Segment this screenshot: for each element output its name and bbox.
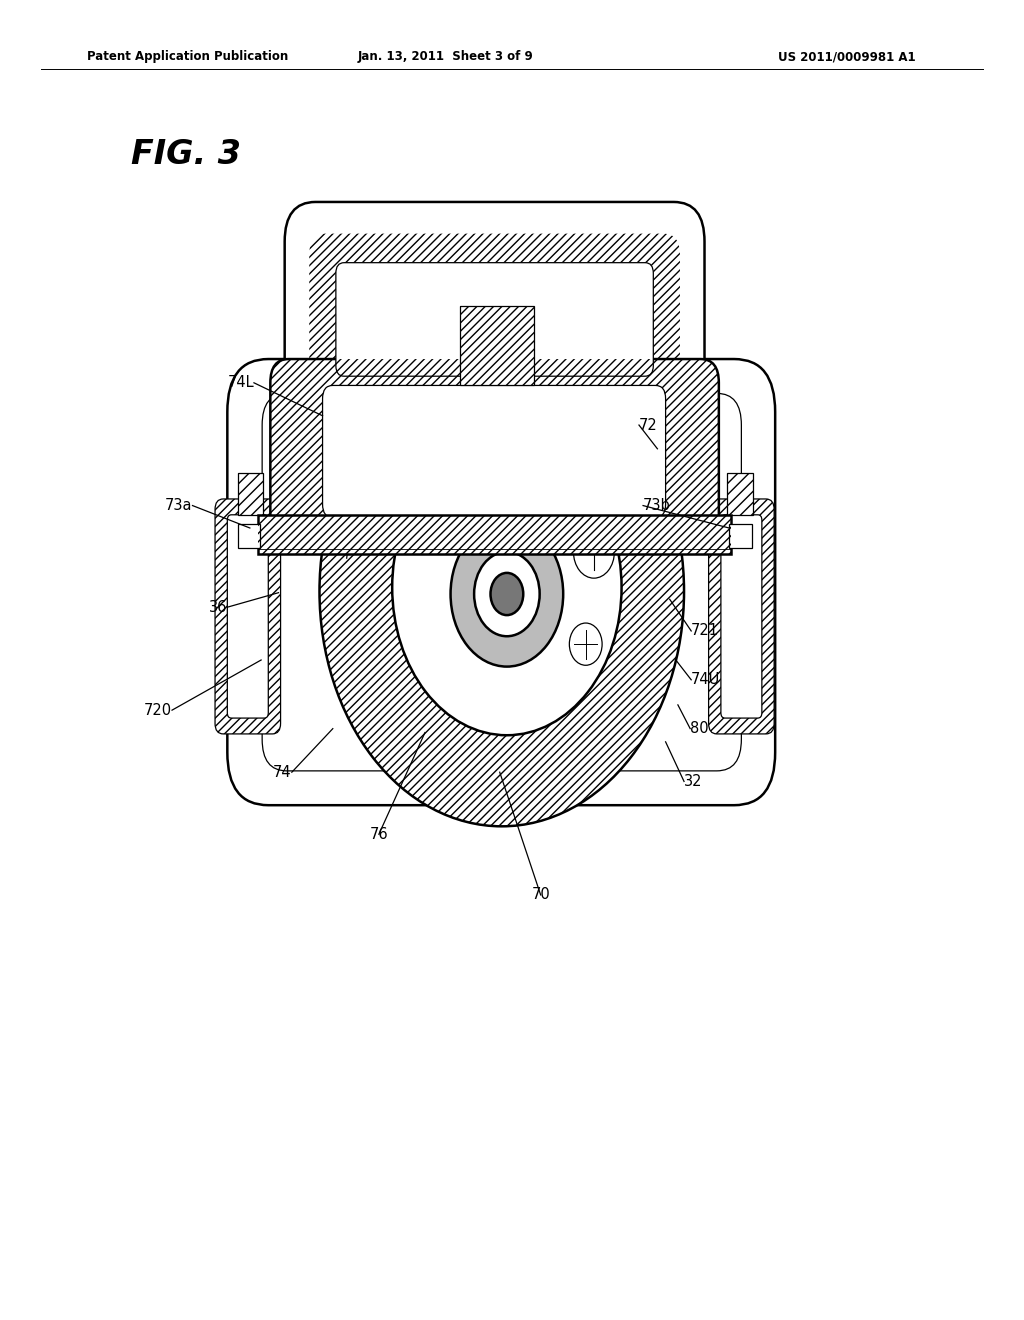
FancyBboxPatch shape: [227, 359, 775, 805]
Bar: [238, 473, 263, 515]
Bar: [238, 473, 263, 515]
Circle shape: [490, 573, 523, 615]
Circle shape: [573, 525, 614, 578]
Text: 74U: 74U: [691, 672, 721, 688]
Bar: [238, 524, 260, 548]
Text: 720: 720: [144, 702, 172, 718]
Text: Jan. 13, 2011  Sheet 3 of 9: Jan. 13, 2011 Sheet 3 of 9: [357, 50, 534, 63]
FancyBboxPatch shape: [336, 263, 653, 376]
Bar: [727, 473, 753, 515]
FancyBboxPatch shape: [721, 515, 762, 718]
Text: 80: 80: [690, 721, 709, 737]
Text: 70: 70: [531, 887, 550, 903]
Text: 36: 36: [209, 599, 227, 615]
Text: US 2011/0009981 A1: US 2011/0009981 A1: [778, 50, 915, 63]
Text: 74L: 74L: [227, 375, 254, 391]
Circle shape: [474, 552, 540, 636]
Bar: [258, 515, 731, 554]
Polygon shape: [425, 495, 509, 673]
Text: 73b: 73b: [643, 498, 671, 513]
Text: 74: 74: [273, 764, 292, 780]
Text: 32: 32: [684, 774, 702, 789]
Text: Patent Application Publication: Patent Application Publication: [87, 50, 289, 63]
Bar: [460, 306, 534, 385]
FancyBboxPatch shape: [262, 393, 741, 771]
Bar: [729, 524, 752, 548]
FancyBboxPatch shape: [323, 385, 666, 517]
Text: FIG. 3: FIG. 3: [131, 139, 241, 172]
Circle shape: [451, 521, 563, 667]
FancyBboxPatch shape: [270, 359, 719, 544]
Bar: [460, 306, 534, 385]
Circle shape: [319, 356, 684, 826]
Bar: [258, 515, 731, 554]
FancyBboxPatch shape: [215, 499, 281, 734]
FancyBboxPatch shape: [709, 499, 774, 734]
Text: 721: 721: [691, 623, 719, 639]
FancyBboxPatch shape: [285, 202, 705, 426]
FancyBboxPatch shape: [227, 515, 268, 718]
Circle shape: [392, 440, 622, 735]
Text: 76: 76: [370, 826, 388, 842]
Circle shape: [569, 623, 602, 665]
Text: 72: 72: [639, 417, 657, 433]
Text: 73a: 73a: [165, 498, 193, 513]
Bar: [727, 473, 753, 515]
